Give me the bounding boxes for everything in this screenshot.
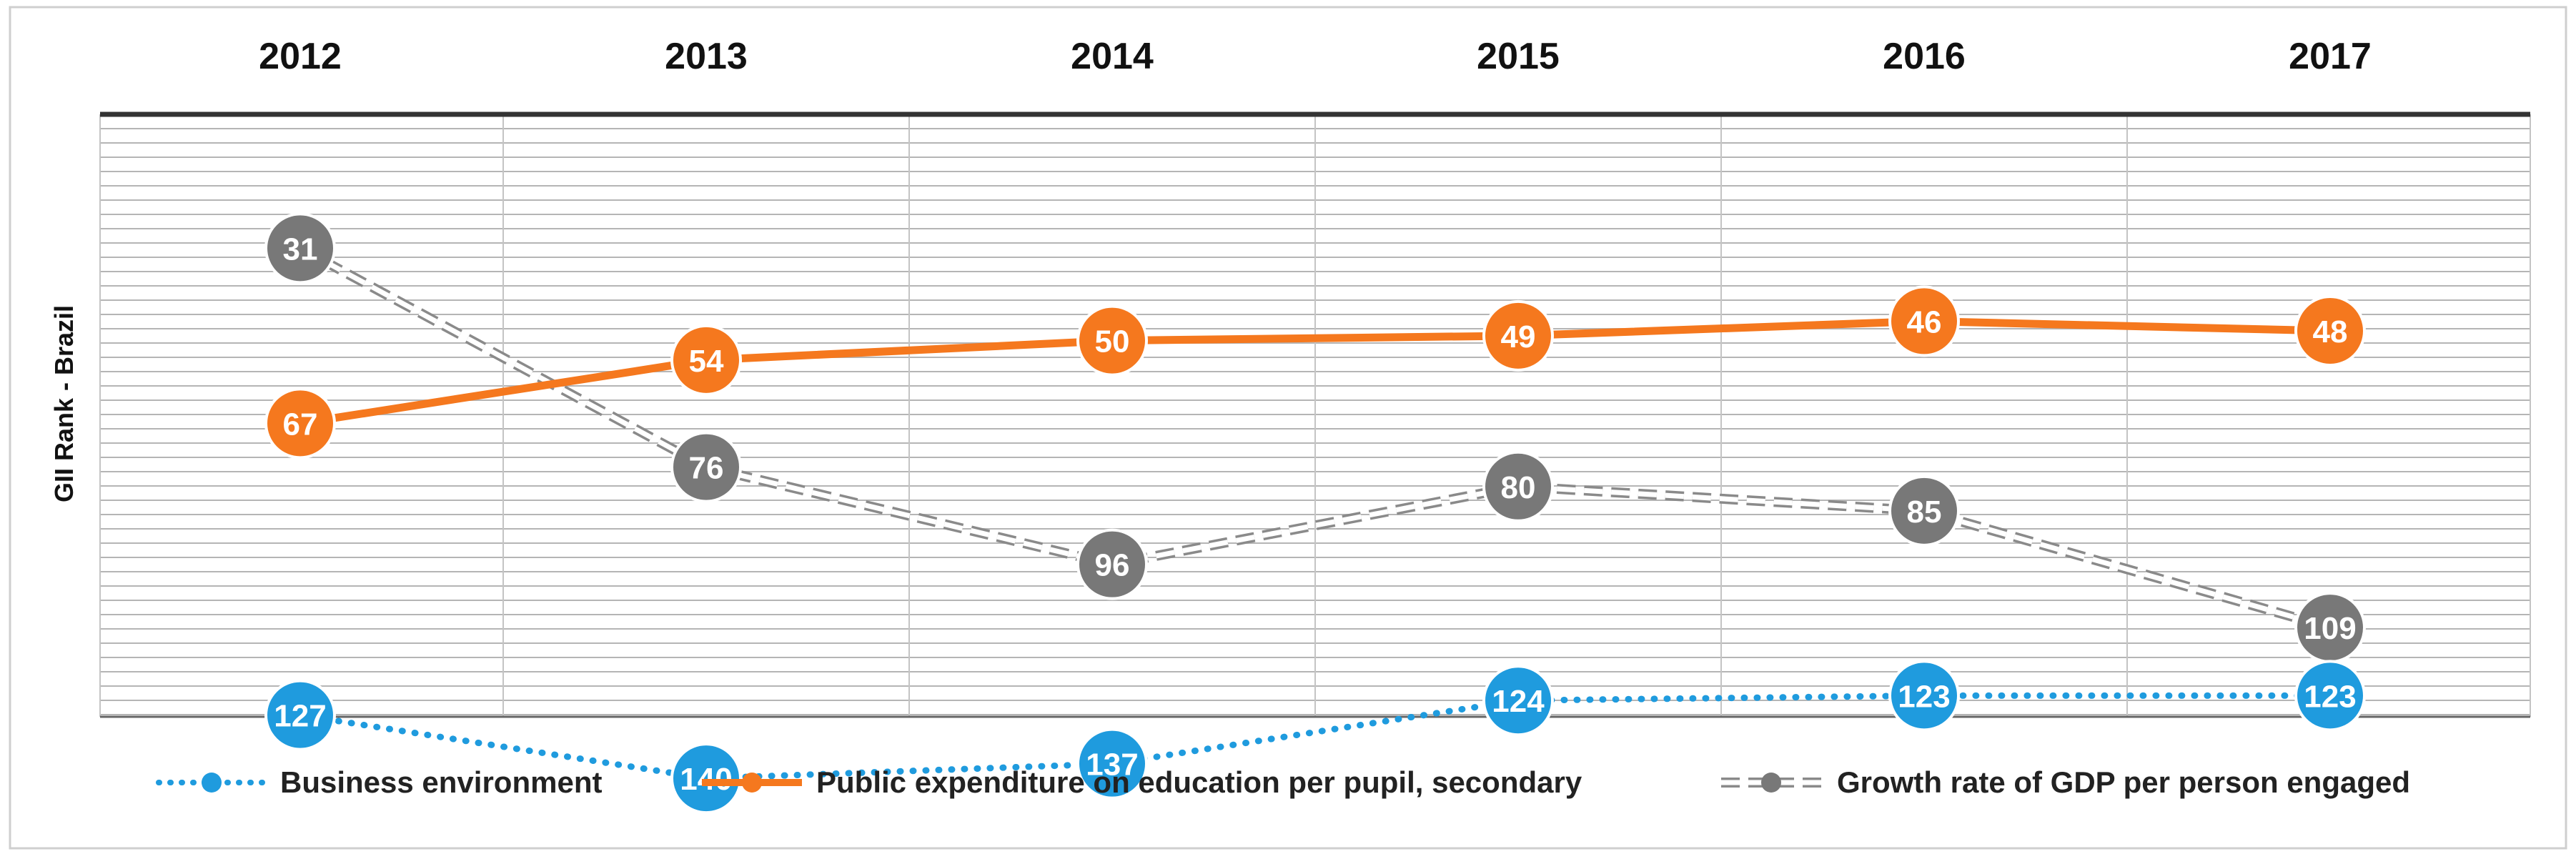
chart-border	[9, 6, 2567, 850]
x-tick-label-2014: 2014	[1071, 36, 1154, 77]
series-1-marker	[2294, 295, 2366, 367]
legend: Business environment Public expenditure o…	[156, 765, 2410, 799]
series-0-data-label: 123	[1898, 679, 1950, 714]
series-2-marker	[264, 212, 336, 284]
series-1-data-label: 49	[1501, 319, 1536, 354]
series-0-data-label: 127	[274, 699, 326, 734]
series-1-marker	[1076, 304, 1148, 377]
series-1-data-label: 46	[1907, 304, 1942, 339]
x-tick-label-2015: 2015	[1477, 36, 1560, 77]
series-0-marker	[670, 743, 742, 815]
series-0-marker	[1076, 728, 1148, 800]
legend-swatch-marker	[202, 773, 222, 793]
series-0-data-label: 124	[1492, 684, 1545, 719]
series-1-data-label: 67	[283, 407, 318, 442]
plot-grid	[99, 114, 2531, 717]
series-2-data-label: 109	[2304, 611, 2356, 646]
legend-label-series-1: Public expenditure on education per pupi…	[816, 765, 1582, 799]
series-1-marker	[1482, 299, 1554, 372]
x-tick-label-2016: 2016	[1883, 36, 1966, 77]
series-2-data-label: 96	[1095, 548, 1130, 583]
series-0-marker	[1482, 665, 1554, 737]
x-tick-label-2017: 2017	[2289, 36, 2372, 77]
legend-swatch-marker	[742, 773, 762, 793]
series-2-marker	[1482, 450, 1554, 522]
series-1-marker	[264, 387, 336, 460]
series-1-line	[299, 317, 2331, 427]
y-axis-label: GII Rank - Brazil	[49, 305, 79, 502]
series-2-data-label: 80	[1501, 470, 1536, 505]
series-markers: 3176968085109675450494648127140137124123…	[264, 212, 2366, 815]
x-tick-label-2013: 2013	[665, 36, 748, 77]
legend-label-series-2: Growth rate of GDP per person engaged	[1837, 765, 2410, 799]
x-tick-label-2012: 2012	[259, 36, 342, 77]
series-1-marker	[1888, 285, 1960, 357]
series-lines	[297, 244, 2334, 782]
series-1-marker	[670, 324, 742, 396]
series-2-marker	[1888, 475, 1960, 547]
series-1-data-label: 54	[689, 344, 724, 379]
series-1-data-label: 50	[1095, 324, 1130, 359]
series-0-data-label: 123	[2304, 679, 2356, 714]
series-0-data-label: 137	[1086, 748, 1138, 783]
series-2-marker	[670, 431, 742, 503]
series-0-line	[297, 692, 2334, 782]
series-2-data-label: 76	[689, 451, 724, 486]
legend-swatch-marker	[1761, 773, 1781, 793]
series-2-data-label: 85	[1907, 495, 1942, 530]
x-tick-labels: 2012 2013 2014 2015 2016 2017	[259, 36, 2372, 77]
series-0-marker	[264, 679, 336, 751]
series-0-marker	[2294, 660, 2366, 732]
series-1-data-label: 48	[2313, 314, 2348, 349]
series-2-data-label: 31	[283, 232, 318, 267]
legend-label-series-0: Business environment	[280, 765, 602, 799]
series-2-line-inner	[299, 246, 2331, 630]
series-2-marker	[1076, 528, 1148, 600]
series-0-marker	[1888, 660, 1960, 732]
